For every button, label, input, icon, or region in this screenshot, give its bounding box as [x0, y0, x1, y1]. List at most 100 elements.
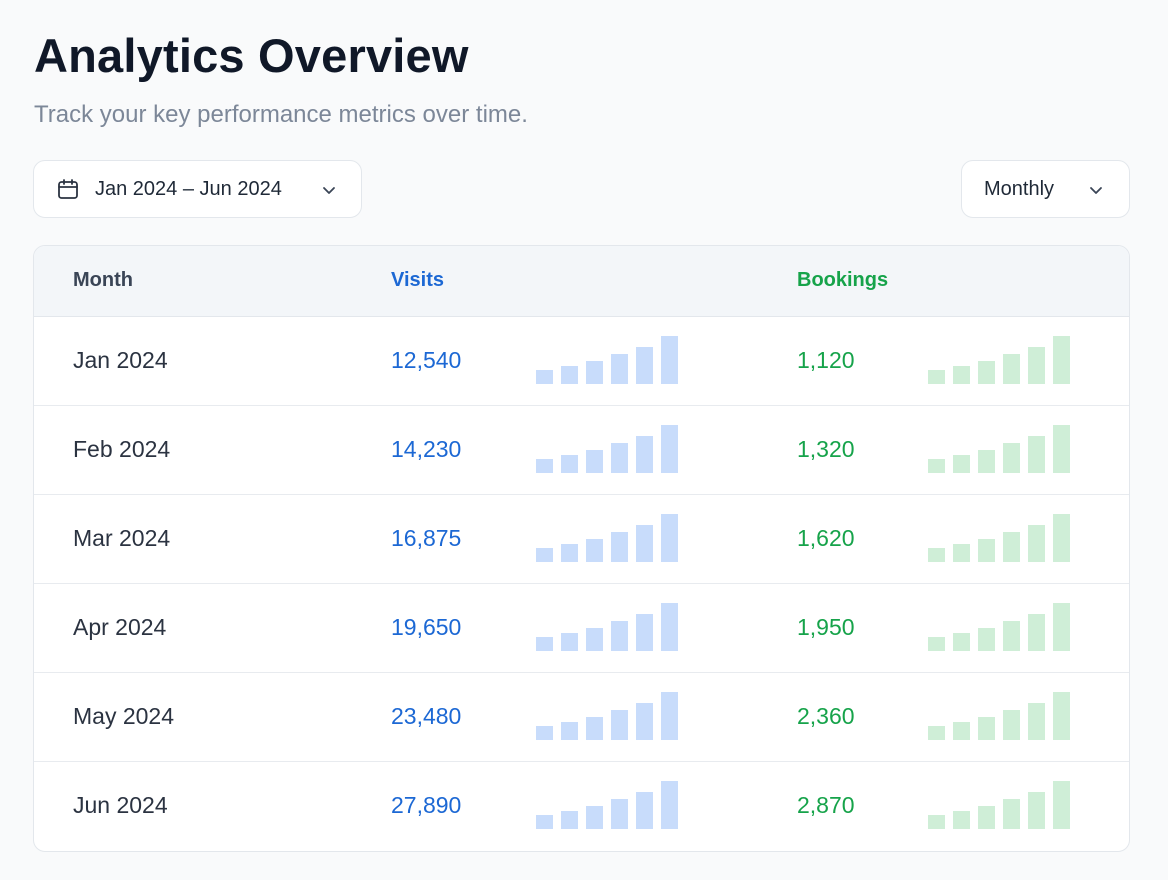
bookings-sparkline-bar [978, 717, 995, 740]
visits-sparkline-bar [661, 514, 678, 562]
visits-sparkline-bar [561, 722, 578, 740]
bookings-sparkline-bar [978, 539, 995, 562]
bookings-sparkline-bar [1028, 525, 1045, 562]
column-header-bookings[interactable]: Bookings [797, 269, 889, 291]
bookings-sparkline-bar [1028, 614, 1045, 651]
visits-sparkline-bar [586, 628, 603, 651]
bookings-sparkline-bar [1003, 621, 1020, 651]
bookings-sparkline-bar [978, 628, 995, 651]
bookings-sparkline-bar [1028, 703, 1045, 740]
page-title: Analytics Overview [34, 29, 469, 82]
bookings-sparkline-bar [978, 806, 995, 829]
visits-sparkline [536, 512, 682, 562]
chevron-down-icon [1088, 182, 1104, 198]
visits-sparkline-bar [586, 361, 603, 384]
bookings-sparkline-bar [953, 455, 970, 473]
bookings-sparkline [928, 423, 1074, 473]
bookings-sparkline-bar [1003, 799, 1020, 829]
visits-sparkline-bar [561, 544, 578, 562]
visits-sparkline-bar [561, 811, 578, 829]
bookings-sparkline-bar [953, 633, 970, 651]
bookings-sparkline-bar [953, 811, 970, 829]
month-cell: Mar 2024 [73, 525, 171, 551]
bookings-value: 1,320 [797, 436, 855, 462]
bookings-sparkline-bar [978, 361, 995, 384]
visits-value: 16,875 [391, 525, 462, 551]
visits-sparkline-bar [636, 792, 653, 829]
bookings-value: 1,120 [797, 347, 855, 373]
table-row[interactable]: Jun 2024 27,890 2,870 [34, 762, 1129, 851]
bookings-sparkline-bar [928, 637, 945, 651]
visits-sparkline [536, 334, 682, 384]
month-cell: May 2024 [73, 703, 175, 729]
bookings-sparkline [928, 779, 1074, 829]
visits-sparkline [536, 423, 682, 473]
bookings-sparkline-bar [928, 459, 945, 473]
visits-sparkline-bar [611, 354, 628, 384]
bookings-sparkline-bar [1028, 347, 1045, 384]
bookings-value: 2,870 [797, 792, 855, 818]
visits-sparkline-bar [661, 336, 678, 384]
bookings-value: 1,620 [797, 525, 855, 551]
visits-sparkline-bar [536, 637, 553, 651]
visits-value: 27,890 [391, 792, 462, 818]
table-row[interactable]: May 2024 23,480 2,360 [34, 673, 1129, 762]
bookings-value: 1,950 [797, 614, 855, 640]
bookings-sparkline-bar [1053, 781, 1070, 829]
visits-sparkline-bar [586, 450, 603, 473]
visits-sparkline-bar [611, 443, 628, 473]
table-row[interactable]: Mar 2024 16,875 1,620 [34, 495, 1129, 584]
visits-value: 12,540 [391, 347, 462, 373]
bookings-sparkline-bar [1003, 443, 1020, 473]
bookings-sparkline-bar [1028, 792, 1045, 829]
visits-sparkline-bar [611, 710, 628, 740]
visits-sparkline-bar [536, 548, 553, 562]
bookings-sparkline-bar [1053, 692, 1070, 740]
visits-sparkline-bar [561, 455, 578, 473]
visits-sparkline-bar [561, 366, 578, 384]
visits-sparkline-bar [636, 525, 653, 562]
visits-sparkline-bar [636, 614, 653, 651]
period-select[interactable]: Monthly [961, 160, 1130, 218]
visits-sparkline-bar [661, 781, 678, 829]
visits-value: 14,230 [391, 436, 462, 462]
date-range-label: Jan 2024 – Jun 2024 [95, 178, 282, 200]
bookings-sparkline-bar [928, 815, 945, 829]
calendar-icon [56, 177, 80, 201]
visits-value: 23,480 [391, 703, 462, 729]
bookings-sparkline [928, 334, 1074, 384]
date-range-picker[interactable]: Jan 2024 – Jun 2024 [33, 160, 362, 218]
bookings-sparkline [928, 512, 1074, 562]
bookings-sparkline-bar [928, 726, 945, 740]
visits-sparkline-bar [586, 717, 603, 740]
bookings-sparkline-bar [1003, 532, 1020, 562]
visits-value: 19,650 [391, 614, 462, 640]
visits-sparkline-bar [536, 370, 553, 384]
bookings-sparkline [928, 601, 1074, 651]
visits-sparkline-bar [611, 621, 628, 651]
visits-sparkline-bar [636, 703, 653, 740]
bookings-value: 2,360 [797, 703, 855, 729]
table-row[interactable]: Feb 2024 14,230 1,320 [34, 406, 1129, 495]
visits-sparkline-bar [636, 436, 653, 473]
table-row[interactable]: Apr 2024 19,650 1,950 [34, 584, 1129, 673]
column-header-month[interactable]: Month [73, 269, 133, 291]
visits-sparkline-bar [611, 799, 628, 829]
column-header-visits[interactable]: Visits [391, 269, 444, 291]
bookings-sparkline-bar [1028, 436, 1045, 473]
visits-sparkline-bar [611, 532, 628, 562]
chevron-down-icon [321, 182, 337, 198]
bookings-sparkline-bar [953, 366, 970, 384]
table-row[interactable]: Jan 2024 12,540 1,120 [34, 317, 1129, 406]
bookings-sparkline-bar [978, 450, 995, 473]
month-cell: Jan 2024 [73, 347, 168, 373]
bookings-sparkline-bar [953, 722, 970, 740]
bookings-sparkline-bar [1053, 514, 1070, 562]
visits-sparkline-bar [536, 726, 553, 740]
metrics-table: Month Visits Bookings Jan 2024 12,540 1,12… [33, 245, 1130, 852]
bookings-sparkline-bar [1053, 425, 1070, 473]
visits-sparkline-bar [561, 633, 578, 651]
visits-sparkline-bar [661, 425, 678, 473]
visits-sparkline-bar [661, 692, 678, 740]
